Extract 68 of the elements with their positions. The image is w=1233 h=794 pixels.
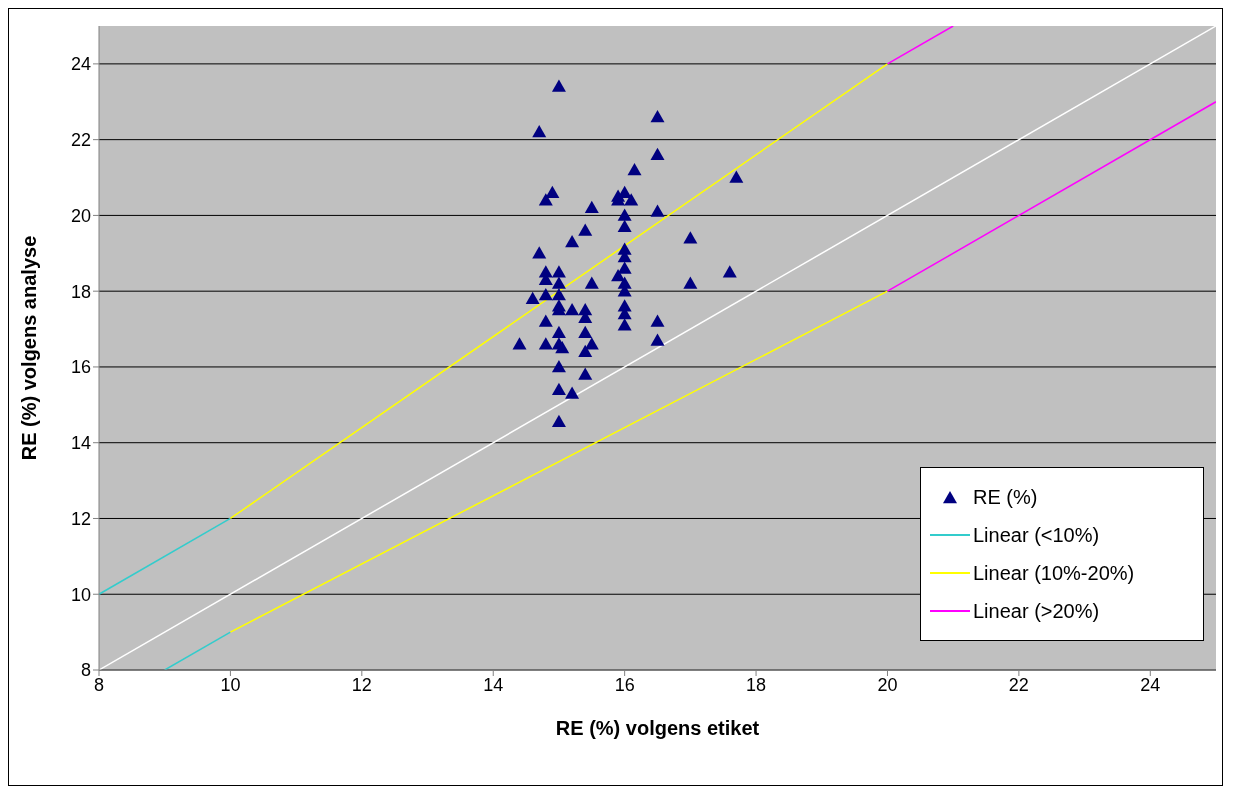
point <box>538 314 553 327</box>
point <box>538 193 553 206</box>
point <box>578 223 593 236</box>
y-tick-label: 14 <box>70 433 91 454</box>
point <box>551 79 566 92</box>
point <box>551 382 566 395</box>
point <box>683 231 698 244</box>
legend-label: Linear (<10%) <box>973 523 1100 547</box>
point <box>584 200 599 214</box>
point <box>532 246 547 259</box>
point <box>650 147 665 161</box>
point <box>538 337 553 350</box>
point <box>578 367 593 380</box>
y-tick-label: 10 <box>70 584 91 605</box>
point <box>617 219 632 233</box>
y-tick-label: 8 <box>80 660 91 681</box>
point <box>650 314 665 327</box>
legend-label: RE (%) <box>973 485 1038 509</box>
x-tick-label: 12 <box>351 674 372 695</box>
point <box>683 276 698 289</box>
point <box>617 261 632 274</box>
point <box>525 291 540 304</box>
x-tick-label: 18 <box>746 674 767 695</box>
x-tick-label: 20 <box>877 674 898 695</box>
y-tick-label: 16 <box>70 357 91 378</box>
point <box>578 344 593 358</box>
x-tick-label: 8 <box>93 674 105 695</box>
point <box>584 337 599 350</box>
point <box>578 325 593 339</box>
point <box>532 125 547 138</box>
point <box>551 287 566 301</box>
y-tick-label: 22 <box>70 130 91 151</box>
point <box>617 208 632 221</box>
point <box>551 359 566 373</box>
x-tick-label: 14 <box>483 674 504 695</box>
y-tick-label: 24 <box>70 54 91 75</box>
point <box>512 337 527 350</box>
point <box>565 386 580 399</box>
y-tick-label: 12 <box>70 508 91 529</box>
legend-label: Linear (10%-20%) <box>973 561 1135 585</box>
x-tick-label: 10 <box>220 674 241 695</box>
point <box>624 193 639 206</box>
y-tick-label: 20 <box>70 205 91 226</box>
point <box>551 276 566 289</box>
point <box>565 303 580 316</box>
point <box>611 189 626 202</box>
point <box>565 234 580 248</box>
y-tick-label: 18 <box>70 281 91 302</box>
point <box>545 185 560 198</box>
point <box>650 109 665 123</box>
point <box>551 414 566 428</box>
x-axis-title: RE (%) volgens etiket <box>555 717 760 739</box>
point <box>617 318 632 331</box>
legend-label: Linear (>20%) <box>973 599 1100 623</box>
point <box>627 162 642 176</box>
x-tick-label: 16 <box>614 674 635 695</box>
y-axis-title: RE (%) volgens analyse <box>18 235 41 461</box>
point <box>538 287 553 301</box>
point <box>729 170 744 183</box>
point <box>555 341 570 354</box>
point <box>650 204 665 217</box>
x-tick-label: 24 <box>1140 674 1161 695</box>
point <box>650 333 665 346</box>
point <box>722 265 737 278</box>
point <box>551 325 566 339</box>
point <box>584 276 599 289</box>
x-tick-label: 22 <box>1008 674 1029 695</box>
point <box>551 265 566 278</box>
